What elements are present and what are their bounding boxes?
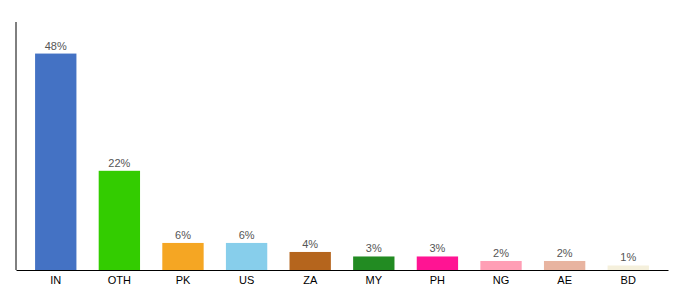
data-label: 3% (366, 242, 382, 254)
x-tick-label: US (239, 274, 254, 286)
data-label: 22% (108, 157, 130, 169)
bars (35, 54, 649, 270)
x-tick-label: PH (430, 274, 445, 286)
bar (99, 171, 140, 270)
bar (290, 252, 331, 270)
data-label: 2% (493, 247, 509, 259)
x-tick-label: MY (366, 274, 383, 286)
x-tick-label: OTH (108, 274, 131, 286)
bar (544, 261, 585, 270)
x-tick: PH (430, 274, 445, 286)
chart-container: IN OTH PK US ZA MY PH NG AE BD 48% 22% 6% 6% 4% 3% 3% 2% 2… (0, 0, 680, 300)
data-label: 6% (239, 229, 255, 241)
data-label: 2% (557, 247, 573, 259)
x-tick-label: PK (176, 274, 191, 286)
data-label: 4% (302, 238, 318, 250)
bar (417, 256, 458, 270)
x-tick: BD (621, 274, 636, 286)
x-axis: IN OTH PK US ZA MY PH NG AE BD (17, 271, 669, 286)
bar (35, 54, 76, 270)
x-tick: NG (493, 274, 510, 286)
bar (608, 265, 649, 270)
bar (226, 243, 267, 270)
data-label: 6% (175, 229, 191, 241)
bar (162, 243, 203, 270)
bar (353, 256, 394, 270)
x-tick-label: NG (493, 274, 510, 286)
y-axis-line (16, 22, 17, 270)
x-tick: PK (176, 274, 191, 286)
x-tick: OTH (108, 274, 131, 286)
x-tick: MY (366, 274, 383, 286)
x-tick-label: ZA (303, 274, 318, 286)
data-label: 1% (620, 251, 636, 263)
plot-area: IN OTH PK US ZA MY PH NG AE BD 48% 22% 6% 6% 4% 3% 3% 2% 2… (16, 22, 669, 286)
data-labels: 48% 22% 6% 6% 4% 3% 3% 2% 2% 1% (45, 40, 637, 264)
x-tick-label: AE (557, 274, 572, 286)
bar (480, 261, 521, 270)
x-tick: US (239, 274, 254, 286)
x-tick-label: IN (50, 274, 61, 286)
x-tick: AE (557, 274, 572, 286)
chart-svg: IN OTH PK US ZA MY PH NG AE BD 48% 22% 6% 6% 4% 3% 3% 2% 2… (0, 0, 680, 300)
data-label: 3% (429, 242, 445, 254)
x-axis-line (17, 270, 669, 271)
data-label: 48% (45, 40, 67, 52)
x-tick: ZA (303, 274, 318, 286)
x-tick-label: BD (621, 274, 636, 286)
x-tick: IN (50, 274, 61, 286)
